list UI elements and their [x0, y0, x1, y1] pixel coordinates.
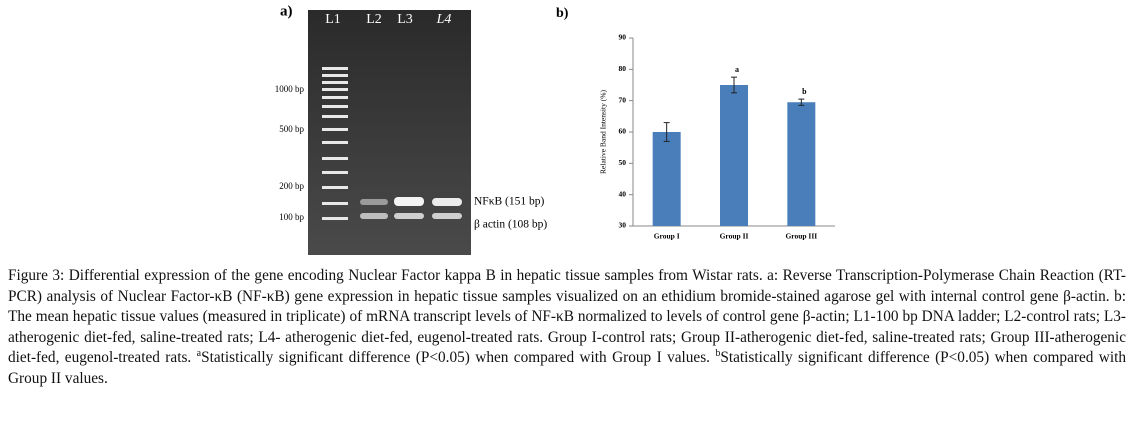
ladder-label: 500 bp	[279, 124, 304, 134]
y-tick-label: 60	[619, 127, 627, 136]
bar	[787, 102, 816, 226]
y-tick-label: 40	[619, 189, 627, 198]
lane-label: L4	[436, 12, 452, 27]
x-tick-label: Group I	[654, 232, 680, 241]
y-tick-label: 70	[619, 95, 627, 104]
y-tick-label: 80	[619, 64, 627, 73]
caption-text: Statistically significant difference (P<…	[201, 349, 716, 366]
caption-text: Figure 3: Differential expression of the…	[8, 267, 1126, 366]
caption-superscript: b	[715, 347, 721, 359]
ladder-label: 200 bp	[279, 181, 304, 191]
figure: a) L1 L2 L3 L4 1000 bp 500 bp 200 bp 100…	[275, 3, 835, 255]
bar-annotation: a	[735, 65, 739, 74]
y-tick-label: 30	[619, 221, 627, 230]
y-axis-label: Relative Band Intensity (%)	[599, 90, 608, 174]
gel-panel: a) L1 L2 L3 L4 1000 bp 500 bp 200 bp 100…	[275, 3, 547, 255]
panel-label: a)	[280, 3, 293, 19]
ladder-label: 100 bp	[279, 212, 304, 222]
caption: Figure 3: Differential expression of the…	[8, 266, 1126, 389]
lane-label: L2	[366, 12, 382, 27]
panel-label: b)	[556, 6, 569, 21]
y-tick-label: 50	[619, 158, 627, 167]
lane-label: L1	[325, 12, 341, 27]
caption-text: Statistically significant difference (P<…	[8, 349, 1126, 387]
band-label: NFκB (151 bp)	[474, 196, 544, 208]
bar	[720, 85, 748, 226]
x-tick-label: Group II	[720, 232, 749, 241]
x-tick-label: Group III	[785, 232, 817, 241]
caption-superscript: a	[196, 347, 202, 359]
ladder-bands	[322, 67, 348, 220]
bar-annotation: b	[802, 87, 807, 96]
sample-bands	[360, 197, 462, 219]
bar	[652, 132, 681, 226]
band-label: β actin (108 bp)	[474, 219, 547, 231]
lane-label: L3	[397, 12, 413, 27]
y-tick-label: 90	[619, 33, 627, 42]
ladder-label: 1000 bp	[275, 84, 305, 94]
bar-chart: b) Relative Band Intensity (%) 30 40 50 60 7…	[556, 6, 835, 241]
